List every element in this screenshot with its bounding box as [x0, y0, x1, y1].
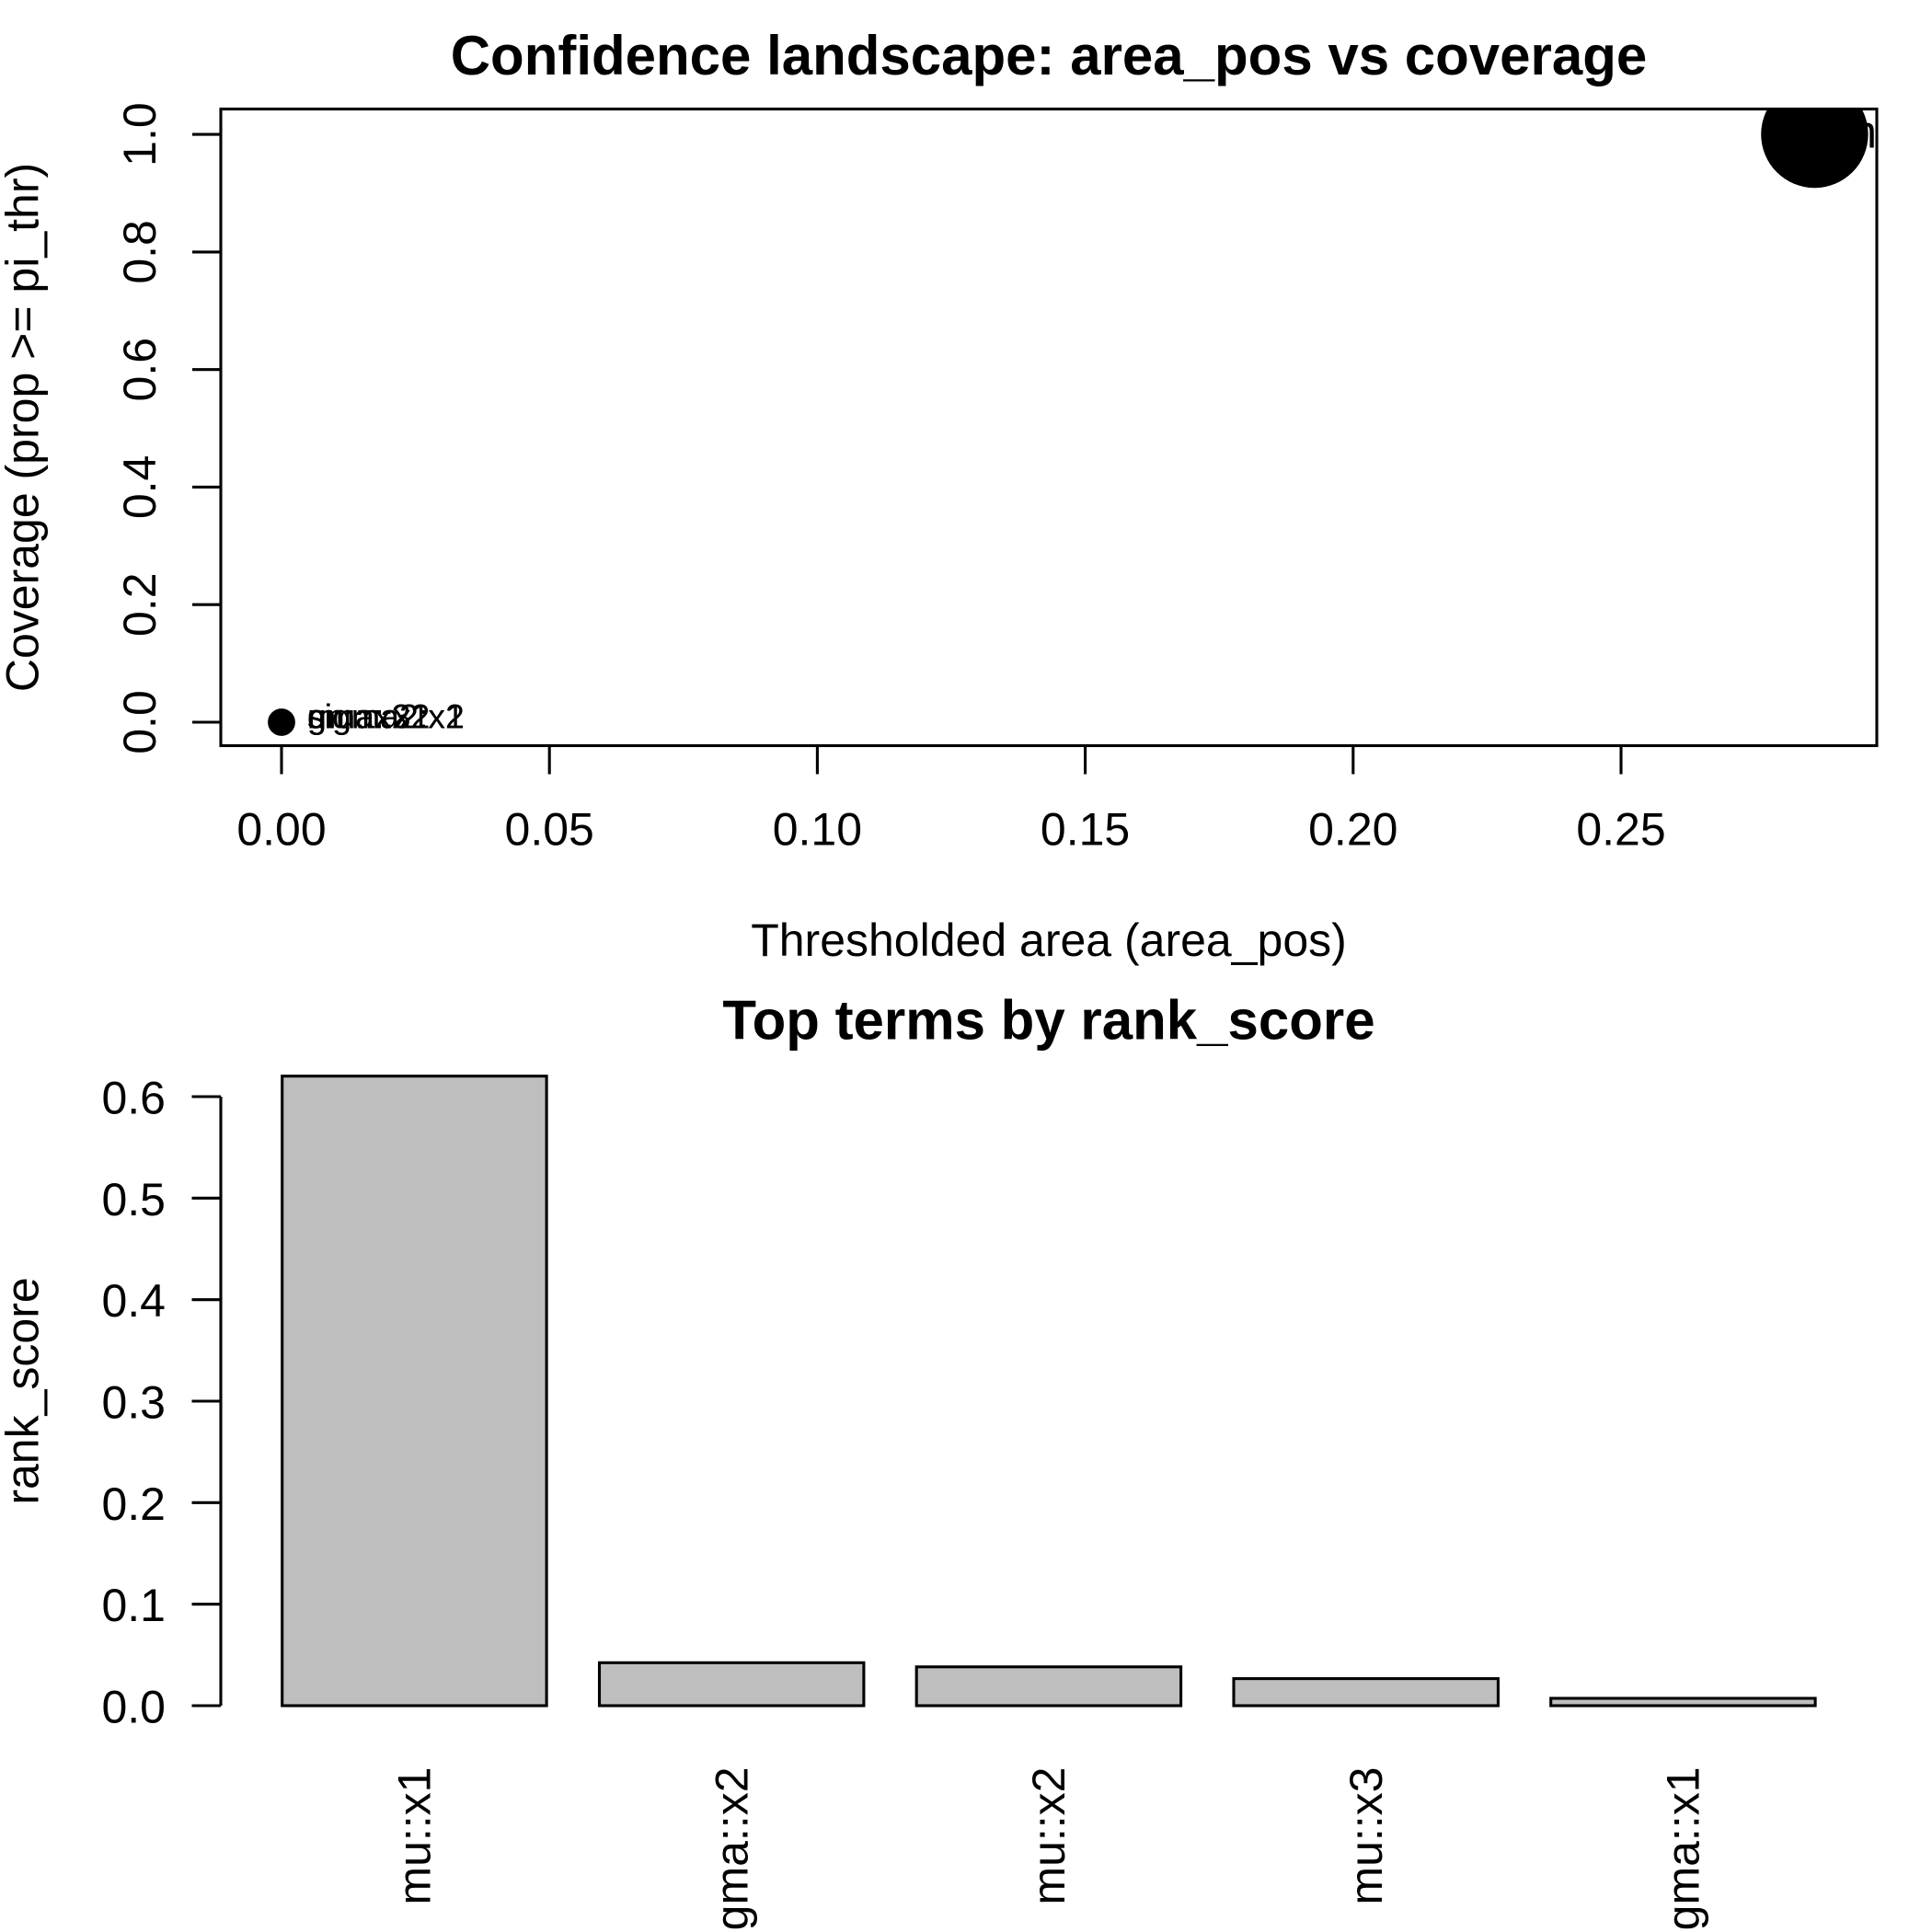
svg-text:0.0: 0.0 [114, 690, 166, 754]
svg-text:0.3: 0.3 [101, 1377, 166, 1429]
svg-text:gma::x2: gma::x2 [707, 1767, 758, 1931]
svg-text:gma::x1: gma::x1 [307, 697, 430, 736]
svg-text:0.0: 0.0 [101, 1682, 166, 1733]
svg-text:Top terms by rank_score: Top terms by rank_score [722, 990, 1374, 1052]
svg-text:mu::x2: mu::x2 [1023, 1767, 1075, 1905]
svg-text:rank_score: rank_score [0, 1277, 49, 1504]
svg-text:0.6: 0.6 [114, 338, 166, 402]
svg-text:0.25: 0.25 [1576, 804, 1665, 856]
svg-text:0.2: 0.2 [101, 1478, 166, 1530]
svg-text:0.5: 0.5 [101, 1174, 166, 1225]
svg-text:sigma2:x2: sigma2:x2 [307, 697, 465, 736]
svg-text:mu::x3: mu::x3 [1340, 1767, 1392, 1905]
svg-text:0.15: 0.15 [1041, 804, 1130, 856]
svg-text:mu::x1: mu::x1 [1838, 107, 1932, 158]
svg-text:0.1: 0.1 [101, 1580, 166, 1631]
svg-text:0.4: 0.4 [101, 1275, 166, 1327]
svg-text:0.4: 0.4 [114, 455, 166, 520]
svg-text:Confidence landscape: area_pos: Confidence landscape: area_pos vs covera… [451, 25, 1648, 86]
svg-text:Coverage (prop >= pi_thr): Coverage (prop >= pi_thr) [0, 163, 49, 692]
svg-text:gma::x2: gma::x2 [307, 697, 430, 736]
svg-text:mu::x3: mu::x3 [307, 697, 411, 736]
svg-text:Thresholded area (area_pos): Thresholded area (area_pos) [751, 914, 1347, 966]
svg-text:1.0: 1.0 [114, 102, 166, 167]
svg-text:0.2: 0.2 [114, 572, 166, 637]
svg-text:0.8: 0.8 [114, 220, 166, 284]
svg-text:0.10: 0.10 [773, 804, 862, 856]
svg-text:gma::x1: gma::x1 [1658, 1767, 1709, 1931]
svg-text:sigma2:x1: sigma2:x1 [307, 697, 465, 736]
svg-text:0.05: 0.05 [505, 804, 594, 856]
svg-text:mu::x2: mu::x2 [307, 697, 411, 736]
svg-text:mu::x1: mu::x1 [389, 1767, 441, 1905]
svg-text:0.20: 0.20 [1308, 804, 1397, 856]
svg-text:0.6: 0.6 [101, 1073, 166, 1124]
svg-text:0.00: 0.00 [236, 804, 326, 856]
